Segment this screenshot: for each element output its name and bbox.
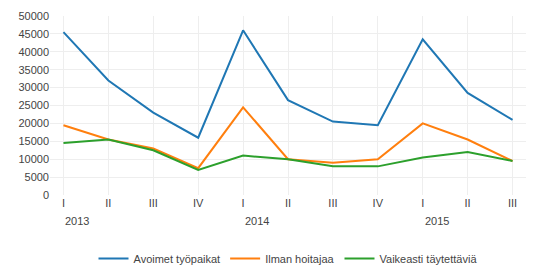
svg-text:IV: IV bbox=[373, 197, 384, 209]
svg-text:IV: IV bbox=[193, 197, 204, 209]
svg-text:I: I bbox=[242, 197, 245, 209]
svg-text:50000: 50000 bbox=[18, 10, 49, 22]
svg-text:0: 0 bbox=[43, 189, 49, 201]
svg-text:Ilman hoitajaa: Ilman hoitajaa bbox=[265, 253, 334, 265]
svg-text:III: III bbox=[328, 197, 337, 209]
svg-text:Avoimet työpaikat: Avoimet työpaikat bbox=[134, 253, 221, 265]
svg-text:II: II bbox=[105, 197, 111, 209]
svg-text:II: II bbox=[285, 197, 291, 209]
svg-text:2015: 2015 bbox=[425, 215, 449, 227]
svg-text:30000: 30000 bbox=[18, 81, 49, 93]
svg-text:10000: 10000 bbox=[18, 153, 49, 165]
svg-text:45000: 45000 bbox=[18, 28, 49, 40]
svg-text:III: III bbox=[508, 197, 517, 209]
svg-text:II: II bbox=[465, 197, 471, 209]
svg-text:40000: 40000 bbox=[18, 46, 49, 58]
svg-text:15000: 15000 bbox=[18, 135, 49, 147]
svg-text:Vaikeasti täytettäviä: Vaikeasti täytettäviä bbox=[379, 253, 477, 265]
svg-text:I: I bbox=[62, 197, 65, 209]
svg-text:5000: 5000 bbox=[25, 171, 49, 183]
svg-text:25000: 25000 bbox=[18, 99, 49, 111]
svg-text:20000: 20000 bbox=[18, 117, 49, 129]
svg-text:2013: 2013 bbox=[65, 215, 89, 227]
svg-text:2014: 2014 bbox=[245, 215, 269, 227]
svg-text:III: III bbox=[149, 197, 158, 209]
svg-text:I: I bbox=[421, 197, 424, 209]
svg-text:35000: 35000 bbox=[18, 64, 49, 76]
